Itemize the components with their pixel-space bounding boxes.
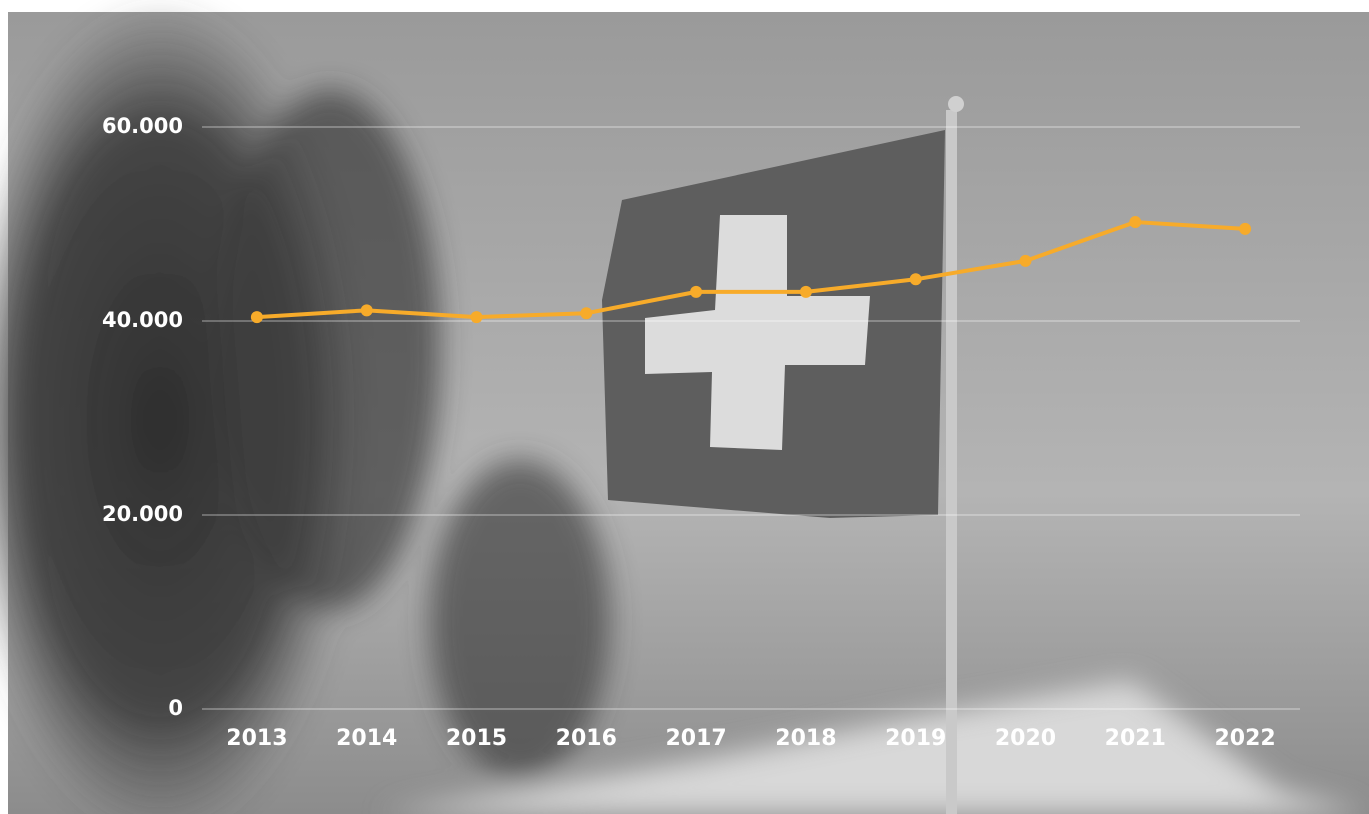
data-point	[1129, 216, 1141, 228]
data-point	[251, 311, 263, 323]
background-photo	[0, 0, 1369, 814]
x-tick-label: 2017	[665, 726, 726, 751]
x-tick-label: 2016	[556, 726, 617, 751]
y-tick-label: 20.000	[102, 502, 183, 526]
page: 0 20.000 40.000 60.000 2013 2014 2015 2016 2017 2…	[0, 0, 1369, 814]
x-tick-label: 2019	[885, 726, 946, 751]
y-tick-label: 60.000	[102, 114, 183, 138]
x-tick-label: 2021	[1105, 726, 1166, 751]
data-point	[1020, 255, 1032, 267]
data-point	[910, 273, 922, 285]
y-tick-label: 40.000	[102, 308, 183, 332]
x-tick-label: 2013	[226, 726, 287, 751]
x-tick-label: 2020	[995, 726, 1056, 751]
chart: 0 20.000 40.000 60.000 2013 2014 2015 2016 2017 2…	[0, 0, 1369, 814]
x-tick-label: 2014	[336, 726, 397, 751]
data-point	[580, 307, 592, 319]
data-point	[471, 311, 483, 323]
x-tick-label: 2018	[775, 726, 836, 751]
y-tick-label: 0	[168, 696, 183, 720]
x-tick-label: 2015	[446, 726, 507, 751]
data-point	[1239, 223, 1251, 235]
x-tick-label: 2022	[1214, 726, 1275, 751]
data-point	[361, 304, 373, 316]
data-point	[690, 286, 702, 298]
data-point	[800, 286, 812, 298]
